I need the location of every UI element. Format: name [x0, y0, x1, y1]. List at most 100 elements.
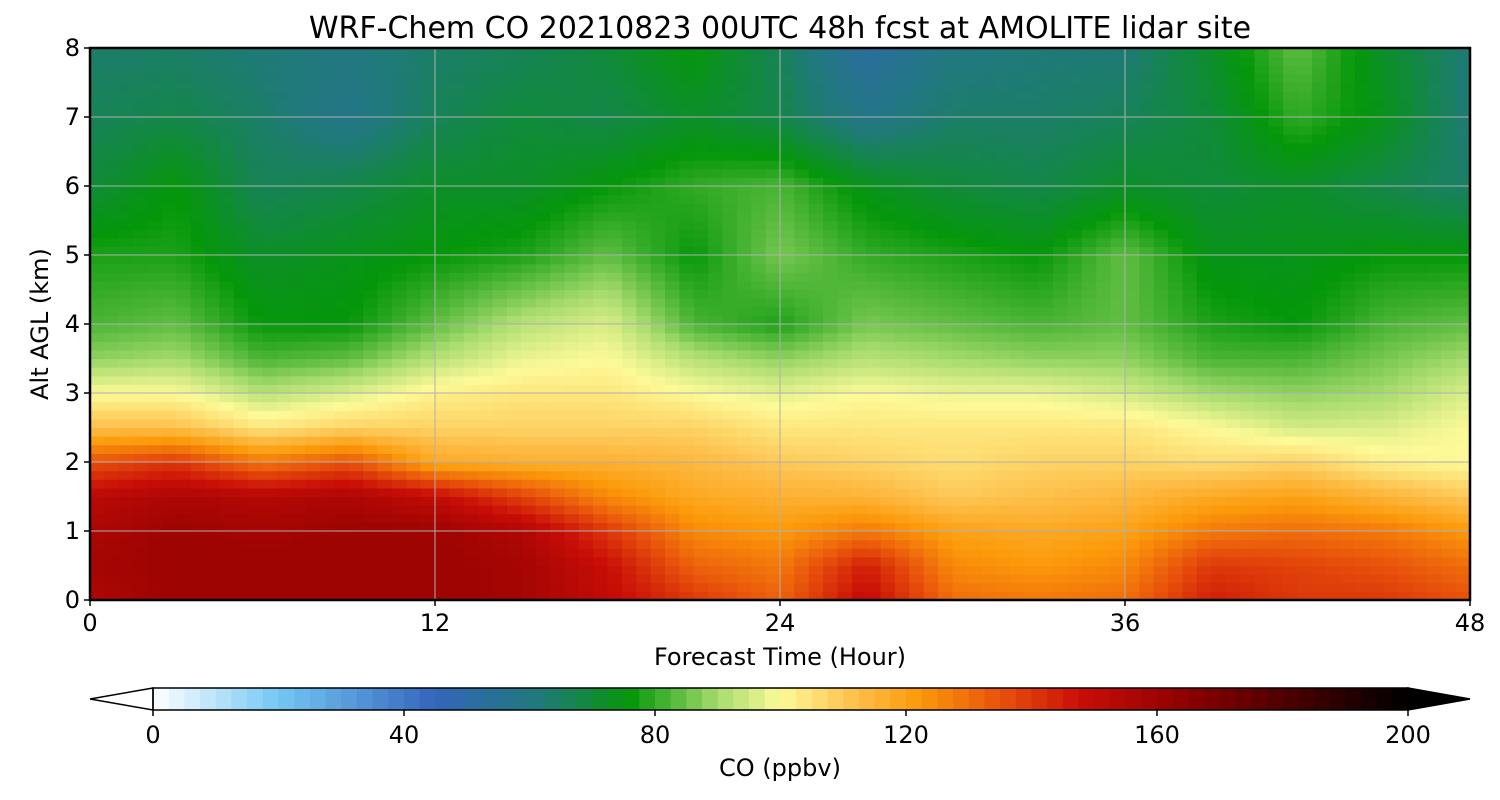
heatmap-cell	[334, 487, 350, 498]
heatmap-cell	[1283, 315, 1299, 325]
heatmap-cell	[104, 436, 120, 446]
heatmap-cell	[406, 479, 422, 489]
heatmap-cell	[794, 427, 810, 437]
heatmap-cell	[923, 418, 939, 429]
heatmap-cell	[1168, 160, 1184, 170]
heatmap-cell	[305, 496, 321, 506]
heatmap-cell	[851, 375, 867, 385]
heatmap-cell	[650, 565, 666, 575]
heatmap-cell	[334, 194, 350, 204]
heatmap-cell	[1096, 306, 1112, 316]
heatmap-cell	[1096, 531, 1112, 541]
heatmap-cell	[938, 306, 954, 316]
heatmap-cell	[276, 280, 292, 291]
heatmap-cell	[535, 177, 551, 187]
heatmap-cell	[1369, 565, 1385, 575]
heatmap-cell	[593, 306, 609, 316]
heatmap-cell	[736, 229, 752, 239]
heatmap-cell	[679, 186, 695, 196]
heatmap-cell	[679, 591, 695, 601]
heatmap-cell	[219, 427, 235, 437]
heatmap-cell	[449, 496, 465, 506]
heatmap-cell	[521, 582, 537, 592]
heatmap-cell	[765, 367, 781, 377]
heatmap-cell	[995, 237, 1011, 247]
heatmap-cell	[1268, 444, 1284, 454]
heatmap-cell	[363, 246, 379, 256]
heatmap-cell	[133, 186, 149, 196]
heatmap-cell	[1024, 453, 1040, 463]
heatmap-cell	[1455, 315, 1471, 325]
heatmap-cell	[1067, 220, 1083, 230]
heatmap-cell	[1240, 384, 1255, 394]
heatmap-cell	[1110, 539, 1126, 549]
heatmap-cell	[751, 444, 767, 454]
heatmap-cell	[1081, 401, 1097, 411]
heatmap-cell	[1268, 513, 1284, 523]
heatmap-cell	[693, 237, 709, 247]
heatmap-cell	[550, 522, 565, 532]
heatmap-cell	[650, 315, 666, 325]
heatmap-cell	[391, 479, 407, 489]
heatmap-cell	[133, 427, 149, 437]
heatmap-cell	[391, 211, 407, 222]
heatmap-cell	[578, 237, 594, 247]
heatmap-cell	[550, 246, 565, 256]
heatmap-cell	[205, 427, 220, 437]
heatmap-cell	[981, 418, 997, 429]
heatmap-cell	[176, 315, 192, 325]
heatmap-cell	[118, 427, 134, 437]
heatmap-cell	[262, 255, 278, 265]
heatmap-cell	[1211, 341, 1227, 351]
heatmap-cell	[751, 522, 767, 532]
heatmap-cell	[880, 444, 896, 454]
heatmap-cell	[1096, 479, 1112, 489]
heatmap-cell	[478, 341, 494, 351]
heatmap-cell	[118, 522, 134, 532]
heatmap-cell	[320, 556, 335, 567]
heatmap-cell	[952, 151, 968, 161]
heatmap-cell	[837, 436, 853, 446]
heatmap-cell	[751, 462, 767, 472]
heatmap-cell	[808, 177, 824, 187]
heatmap-cell	[233, 177, 249, 187]
heatmap-cell	[880, 375, 896, 385]
heatmap-cell	[621, 582, 637, 592]
heatmap-cell	[1441, 341, 1457, 351]
heatmap-cell	[966, 358, 982, 368]
heatmap-cell	[90, 496, 105, 506]
heatmap-cell	[880, 160, 896, 170]
heatmap-cell	[1096, 539, 1112, 549]
heatmap-cell	[506, 160, 522, 170]
heatmap-cell	[866, 565, 882, 575]
heatmap-cell	[693, 272, 709, 282]
heatmap-cell	[1125, 246, 1140, 256]
heatmap-cell	[535, 539, 551, 549]
heatmap-cell	[736, 393, 752, 403]
heatmap-cell	[693, 410, 709, 420]
heatmap-cell	[305, 306, 321, 316]
heatmap-cell	[1311, 194, 1327, 204]
heatmap-cell	[377, 522, 393, 532]
heatmap-cell	[205, 384, 220, 394]
heatmap-cell	[1383, 246, 1399, 256]
heatmap-cell	[1196, 177, 1212, 187]
heatmap-cell	[593, 349, 609, 360]
heatmap-cell	[435, 453, 450, 463]
heatmap-cell	[578, 556, 594, 567]
heatmap-cell	[1053, 177, 1069, 187]
heatmap-cell	[1283, 384, 1299, 394]
heatmap-cell	[1053, 479, 1069, 489]
heatmap-cell	[1196, 539, 1212, 549]
heatmap-cell	[219, 401, 235, 411]
heatmap-cell	[205, 246, 220, 256]
heatmap-cell	[1355, 487, 1370, 498]
heatmap-cell	[348, 237, 364, 247]
heatmap-cell	[1225, 582, 1241, 592]
heatmap-cell	[995, 255, 1011, 265]
heatmap-cell	[1139, 211, 1155, 222]
heatmap-cell	[1283, 237, 1299, 247]
heatmap-cell	[1254, 539, 1270, 549]
heatmap-cell	[722, 237, 738, 247]
heatmap-cell	[276, 522, 292, 532]
